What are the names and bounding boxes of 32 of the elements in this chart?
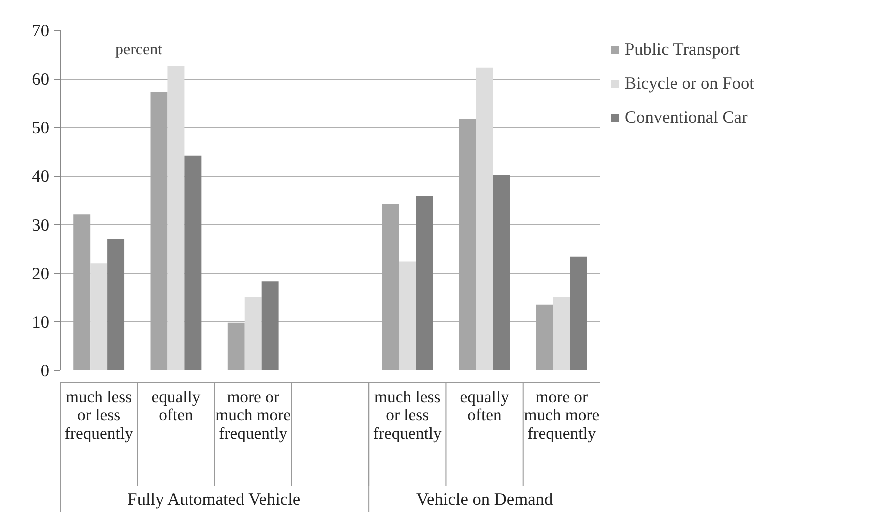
legend-label: Bicycle or on Foot: [625, 74, 754, 94]
y-tick-label: 0: [40, 362, 50, 380]
legend-label: Public Transport: [625, 40, 740, 60]
x-tick-label: equally often: [460, 388, 510, 425]
bar: [476, 68, 494, 370]
bar: [168, 66, 185, 370]
x-tick-label: more or much more frequently: [524, 388, 600, 443]
bar: [553, 297, 570, 370]
legend-label: Conventional Car: [625, 108, 748, 128]
bar: [416, 196, 434, 370]
y-tick-label: 60: [32, 70, 50, 90]
x-tick-label: equally often: [152, 388, 202, 425]
x-tick-label: much less or less frequently: [64, 388, 134, 443]
bar: [184, 156, 202, 370]
y-tick-label: 70: [32, 22, 50, 40]
bar: [90, 264, 108, 370]
y-tick-label: 50: [32, 118, 50, 138]
x-tick-label: much less or less frequently: [373, 388, 443, 443]
bar: [399, 262, 416, 370]
y-tick-label: 40: [32, 167, 50, 186]
text: Vehicle on Demand: [416, 490, 554, 509]
bar: [570, 256, 588, 370]
text: Fully Automated Vehicle: [128, 490, 301, 509]
y-axis-title: percent: [116, 42, 164, 58]
bar: [108, 239, 125, 370]
y-tick-label: 20: [32, 264, 50, 284]
bar: [262, 282, 279, 370]
bar: [493, 175, 510, 370]
bar: [244, 297, 262, 370]
y-tick-label: 10: [32, 312, 50, 332]
x-tick-label: more or much more frequently: [216, 388, 292, 443]
y-tick-label: 30: [32, 216, 50, 235]
